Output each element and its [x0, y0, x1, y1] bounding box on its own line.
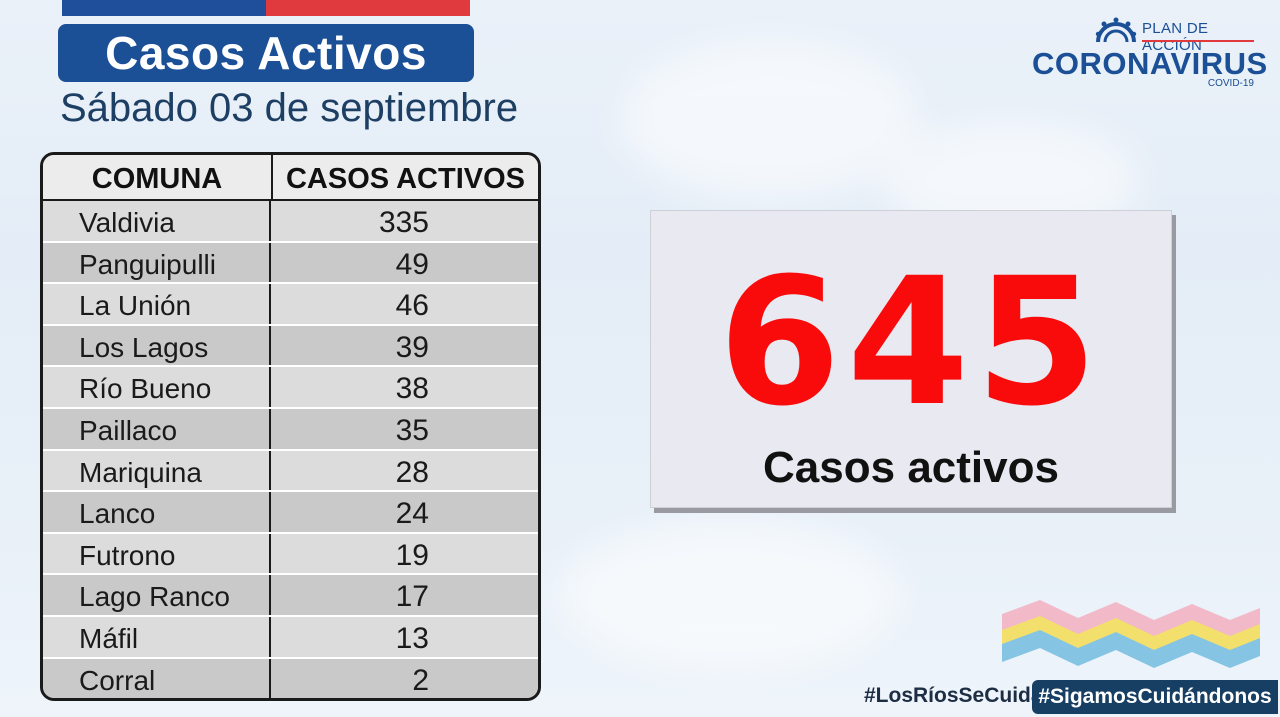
casos-cell: 17	[395, 580, 429, 614]
table-row: Lago Ranco 17	[43, 575, 538, 617]
hashtag-los-rios: #LosRíosSeCuida	[864, 684, 1043, 707]
column-header-casos: CASOS ACTIVOS	[285, 163, 525, 195]
casos-cell: 13	[395, 621, 429, 655]
total-cases-label: Casos activos	[763, 443, 1059, 492]
casos-cell-wrap: 2	[271, 659, 538, 698]
comuna-cell: Los Lagos	[43, 325, 271, 366]
casos-cell: 49	[395, 247, 429, 281]
table-row: Los Lagos 39	[43, 325, 538, 368]
casos-cell-wrap: 35	[271, 409, 538, 449]
comuna-cell: Lago Ranco	[43, 575, 271, 615]
casos-cell: 2	[412, 663, 429, 697]
casos-cell: 335	[378, 206, 429, 239]
flag-stripe-blue	[62, 0, 266, 16]
decorative-waves-graphic	[1002, 600, 1260, 668]
total-cases-card: 645 Casos activos	[650, 210, 1172, 508]
comuna-cell: Mariquina	[43, 450, 271, 491]
casos-cell-wrap: 335	[271, 201, 538, 241]
table-row: Corral 2	[43, 658, 538, 698]
comuna-cell: Paillaco	[43, 408, 271, 449]
casos-cell: 19	[395, 538, 429, 572]
logo-divider	[1142, 40, 1254, 42]
casos-cell-wrap: 49	[271, 243, 538, 283]
casos-cell-wrap: 39	[271, 326, 538, 366]
casos-cell-wrap: 28	[271, 451, 538, 491]
cases-table: COMUNA CASOS ACTIVOS Valdivia 335 Panguip…	[40, 152, 541, 701]
comuna-cell: Lanco	[43, 492, 271, 532]
table-row: Lanco 24	[43, 492, 538, 534]
comuna-cell: Futrono	[43, 533, 271, 574]
hashtag-sigamos: #SigamosCuidándonos	[1032, 680, 1278, 714]
background-cloud	[560, 520, 900, 670]
table-header: COMUNA CASOS ACTIVOS	[43, 155, 538, 201]
flag-stripe	[62, 0, 470, 16]
comuna-cell: Corral	[43, 658, 271, 698]
table-row: Mariquina 28	[43, 450, 538, 493]
casos-cell-wrap: 46	[271, 284, 538, 324]
comuna-cell: Valdivia	[43, 201, 271, 241]
comuna-cell: La Unión	[43, 284, 271, 324]
total-cases-value: 645	[718, 240, 1104, 445]
table-row: Futrono 19	[43, 533, 538, 576]
table-row: Máfil 13	[43, 616, 538, 659]
virus-icon	[1095, 17, 1137, 43]
comuna-cell: Panguipulli	[43, 242, 271, 283]
column-header-comuna: COMUNA	[43, 155, 273, 199]
comuna-cell: Máfil	[43, 616, 271, 657]
table-body: Valdivia 335 Panguipulli 49 La Unión 46 Los…	[43, 201, 538, 698]
casos-cell-wrap: 38	[271, 367, 538, 407]
casos-cell: 28	[395, 455, 429, 489]
casos-cell-wrap: 24	[271, 492, 538, 532]
table-row: Valdivia 335	[43, 201, 538, 243]
flag-stripe-red	[266, 0, 470, 16]
date-subtitle: Sábado 03 de septiembre	[60, 86, 519, 130]
casos-cell: 39	[395, 330, 429, 364]
table-row: Río Bueno 38	[43, 367, 538, 409]
logo-covid-text: COVID-19	[1207, 78, 1254, 89]
table-row: La Unión 46	[43, 284, 538, 326]
page-title: Casos Activos	[58, 24, 474, 82]
background-cloud	[620, 40, 920, 200]
table-row: Panguipulli 49	[43, 242, 538, 285]
casos-cell-wrap: 13	[271, 617, 538, 657]
casos-cell: 24	[395, 497, 429, 531]
casos-cell: 38	[395, 372, 429, 406]
casos-cell: 46	[395, 289, 429, 323]
comuna-cell: Río Bueno	[43, 367, 271, 407]
logo-name: CORONAVIRUS	[1032, 46, 1268, 81]
casos-cell: 35	[395, 413, 429, 447]
table-row: Paillaco 35	[43, 408, 538, 451]
coronavirus-plan-logo: PLAN DE ACCIÓN CORONAVIRUS COVID-19	[1030, 10, 1267, 89]
casos-cell-wrap: 19	[271, 534, 538, 574]
casos-cell-wrap: 17	[271, 575, 538, 615]
